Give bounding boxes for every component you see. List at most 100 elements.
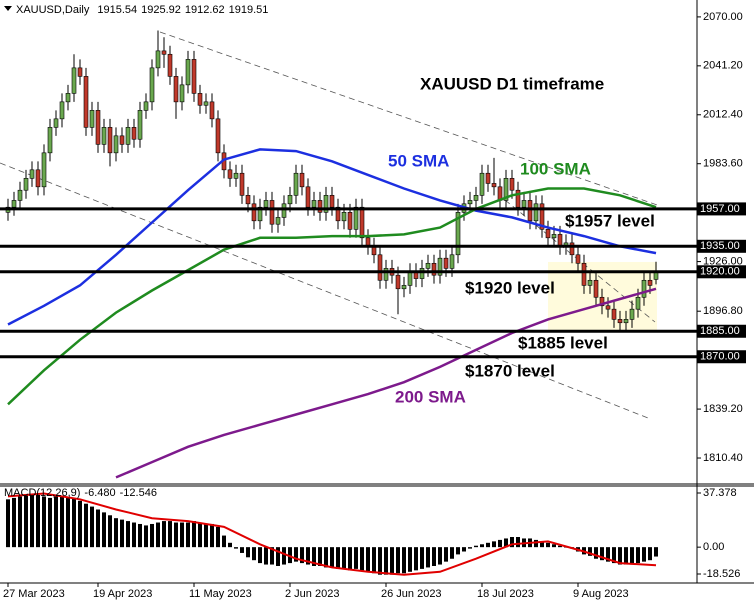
macd-tick-label: -18.526 <box>703 568 740 580</box>
candle-body <box>281 203 287 218</box>
candle-body <box>227 169 233 179</box>
level-label: 1870.00 <box>700 351 740 363</box>
level-label-box <box>697 324 746 338</box>
macd-bar <box>342 547 346 569</box>
x-tick-label: 19 Apr 2023 <box>93 588 152 600</box>
macd-bar <box>12 497 16 548</box>
close-readout: 1919.51 <box>229 4 269 16</box>
macd-bar <box>360 547 364 571</box>
sma-label: 50 SMA <box>388 151 449 170</box>
candle-body <box>485 172 491 184</box>
chart-header: XAUUSD,Daily 1915.54 1925.92 1912.62 1919.51 <box>16 4 268 16</box>
level-annotation: $1920 level <box>465 278 555 297</box>
macd-bar <box>288 547 292 564</box>
candle-body <box>131 127 137 140</box>
macd-bar <box>534 539 538 548</box>
macd-bar <box>384 547 388 575</box>
macd-bar <box>504 538 508 548</box>
high-readout: 1925.92 <box>141 4 181 16</box>
candle-body <box>437 257 443 276</box>
macd-bar <box>90 506 94 548</box>
candle-body <box>443 257 449 269</box>
candle-body <box>47 127 53 154</box>
candle-body <box>293 172 299 196</box>
macd-bar <box>450 547 454 559</box>
macd-bar <box>30 494 34 548</box>
trend-line <box>159 31 661 207</box>
candle-body <box>71 67 77 94</box>
candle-body <box>101 127 107 145</box>
candle-body <box>245 195 251 205</box>
macd-bar <box>306 547 310 565</box>
level-label-box <box>697 350 746 364</box>
macd-bar <box>468 547 472 549</box>
level-label-box <box>697 202 746 216</box>
macd-bar <box>252 547 256 561</box>
level-label-box <box>697 239 746 253</box>
macd-tick-label: 37.378 <box>703 487 737 499</box>
macd-bar <box>240 547 244 553</box>
candle-body <box>491 183 497 188</box>
candle-body <box>455 212 461 256</box>
macd-bar <box>156 522 160 548</box>
macd-bar <box>618 547 622 565</box>
macd-bar <box>612 547 616 564</box>
candle-body <box>575 254 581 264</box>
y-tick-label: 1810.40 <box>703 452 743 464</box>
macd-header: MACD(12,26,9) -6.480 -12.546 <box>4 487 157 499</box>
macd-title: MACD(12,26,9) <box>4 487 80 499</box>
menu-icon <box>4 6 12 11</box>
macd-bar <box>486 542 490 548</box>
candle-body <box>311 200 317 208</box>
macd-bar <box>546 542 550 548</box>
candle-body <box>257 206 263 222</box>
candle-body <box>239 172 245 196</box>
macd-bar <box>72 497 76 548</box>
trend-line <box>0 162 649 419</box>
macd-bar <box>600 547 604 561</box>
y-tick-label: 1896.80 <box>703 305 743 317</box>
macd-bar <box>192 521 196 548</box>
macd-bar <box>492 541 496 548</box>
candle-body <box>467 200 473 205</box>
candle-body <box>623 319 629 324</box>
macd-bar <box>372 547 376 574</box>
macd-bar <box>270 547 274 565</box>
macd-bar <box>204 523 208 548</box>
level-label-box <box>697 265 746 279</box>
macd-bar <box>294 547 298 562</box>
macd-bar <box>36 494 40 548</box>
macd-bar <box>606 547 610 562</box>
macd-bar <box>276 547 280 566</box>
candle-body <box>53 118 59 128</box>
candle-body <box>41 152 47 188</box>
candle-body <box>35 169 41 188</box>
macd-bar <box>120 519 124 548</box>
candle-body <box>233 172 239 179</box>
macd-bar <box>588 547 592 556</box>
candle-body <box>17 189 23 201</box>
macd-bar <box>642 547 646 562</box>
candle-body <box>89 110 95 128</box>
candle-body <box>299 172 305 188</box>
macd-bar <box>324 547 328 568</box>
candle-body <box>305 186 311 208</box>
candle-body <box>653 272 659 280</box>
candle-body <box>533 203 539 222</box>
signal-line <box>7 492 657 576</box>
macd-bar <box>222 535 226 548</box>
macd-bar <box>624 547 628 565</box>
candle-body <box>149 67 155 103</box>
macd-bar <box>426 547 430 568</box>
macd-bar <box>18 496 22 548</box>
x-tick-label: 27 Mar 2023 <box>3 588 65 600</box>
macd-readout: -6.480 <box>84 487 115 499</box>
macd-bar <box>318 547 322 566</box>
candle-body <box>161 50 167 55</box>
macd-bar <box>444 547 448 562</box>
macd-plot <box>6 492 658 576</box>
open-readout: 1915.54 <box>97 4 137 16</box>
level-annotation: $1885 level <box>518 333 608 352</box>
candle-body <box>215 118 221 154</box>
macd-bar <box>138 523 142 548</box>
